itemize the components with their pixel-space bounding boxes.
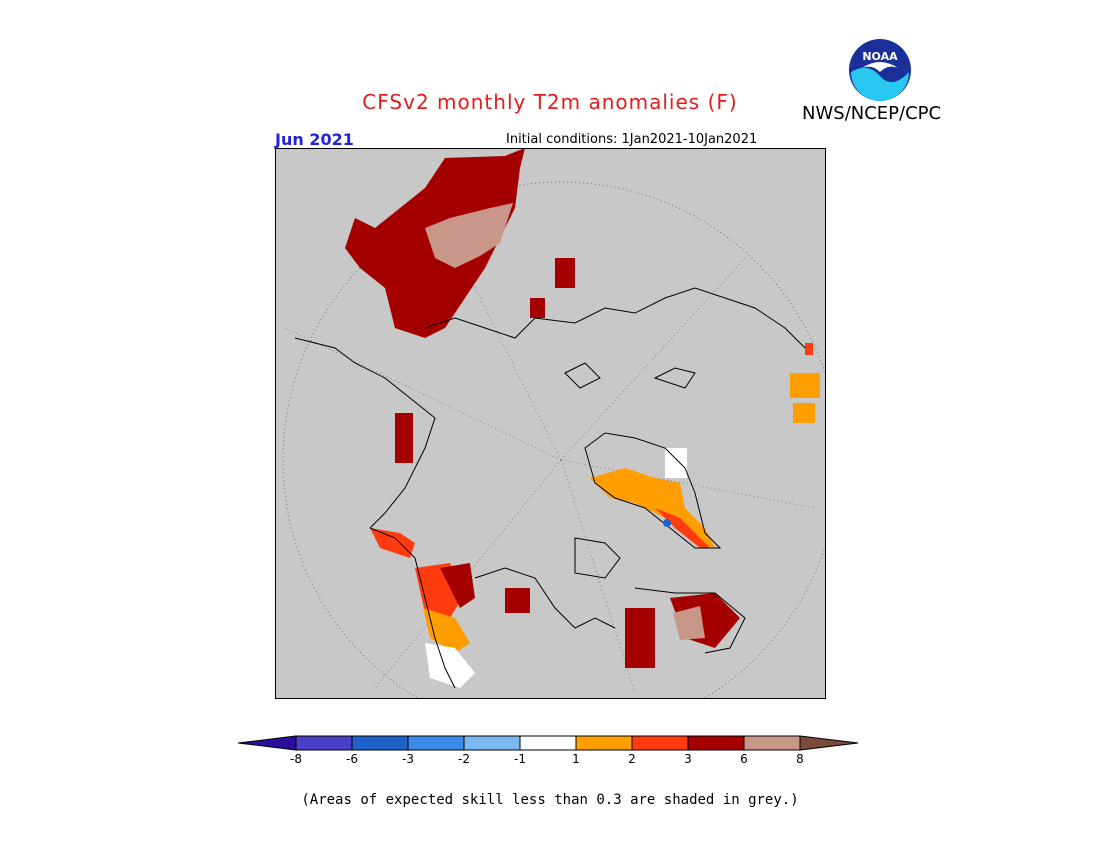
meridian-lines <box>284 187 816 694</box>
anomaly-patch-north <box>555 258 575 288</box>
legend-tick-label: 2 <box>628 752 636 766</box>
color-legend <box>238 735 859 751</box>
anomaly-region-scandinavia <box>790 373 820 398</box>
anomaly-patch-arctic-canada <box>505 588 530 613</box>
legend-tick-label: -1 <box>514 752 526 766</box>
anomaly-region-greenland-white <box>665 448 687 478</box>
legend-tick-label: 1 <box>572 752 580 766</box>
anomaly-patch-labrador <box>625 608 655 668</box>
legend-swatch <box>575 735 633 751</box>
anomaly-region-hudson-8F <box>673 606 705 640</box>
legend-tick-label: -2 <box>458 752 470 766</box>
legend-swatch <box>631 735 689 751</box>
anomaly-region-greenland-3F <box>655 508 710 548</box>
anomaly-regions <box>345 148 820 688</box>
anomaly-region-canada-2F <box>423 608 470 653</box>
legend-swatch <box>351 735 409 751</box>
legend-tick-label: -6 <box>346 752 358 766</box>
legend-swatch <box>743 735 801 751</box>
legend-swatch-min <box>238 735 297 751</box>
initial-conditions: Initial conditions: 1Jan2021-10Jan2021 <box>506 132 758 147</box>
legend-swatch <box>687 735 745 751</box>
legend-swatch <box>295 735 353 751</box>
legend-swatches <box>238 735 859 751</box>
anomaly-region-asia-8F <box>425 203 513 268</box>
agency-label: NWS/NCEP/CPC <box>802 103 942 124</box>
forecast-month: Jun 2021 <box>275 130 354 149</box>
anomaly-region-canada-white <box>425 643 475 688</box>
legend-tick-label: -3 <box>402 752 414 766</box>
legend-swatch <box>463 735 521 751</box>
skill-footnote: (Areas of expected skill less than 0.3 a… <box>301 792 799 808</box>
map-title: CFSv2 monthly T2m anomalies (F) <box>362 90 738 114</box>
legend-tick-label: 6 <box>740 752 748 766</box>
anomaly-patch-siberia <box>395 413 413 463</box>
legend-tick-label: 8 <box>796 752 804 766</box>
coastlines <box>294 287 806 689</box>
noaa-logo: NOAA <box>849 39 911 101</box>
legend-swatch <box>407 735 465 751</box>
anomaly-region-alaska-3F <box>370 528 415 558</box>
anomaly-patch-laptev <box>530 298 545 318</box>
legend-swatch-max <box>799 735 859 751</box>
anomaly-patch-europe <box>805 343 813 355</box>
anomaly-region-canada-6F <box>440 563 475 608</box>
logo-text: NOAA <box>862 50 898 63</box>
marker-dot <box>663 519 671 527</box>
anomaly-region-north-sea <box>793 403 815 423</box>
legend-tick-label: 3 <box>684 752 692 766</box>
legend-swatch <box>519 735 577 751</box>
legend-tick-label: -8 <box>290 752 302 766</box>
polar-anomaly-map <box>275 148 826 699</box>
